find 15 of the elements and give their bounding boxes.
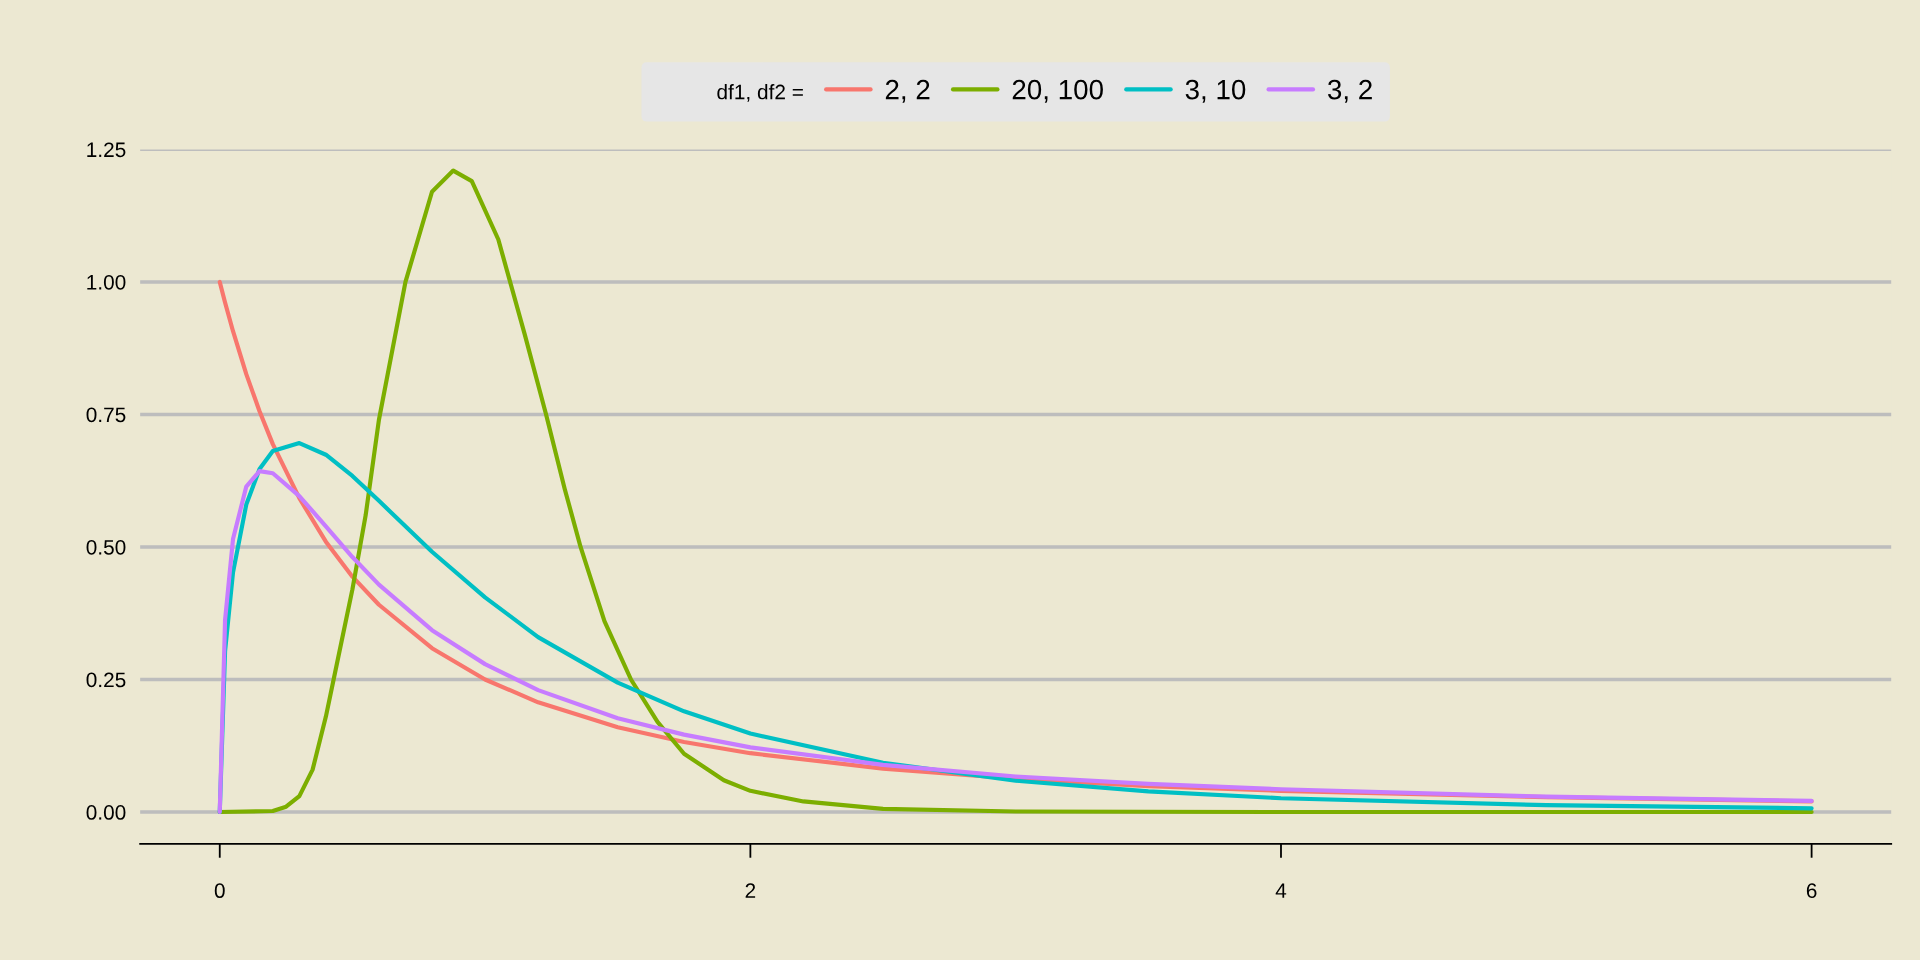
y-tick-label: 0.75 [86, 407, 126, 423]
legend-label: 3, 2 [1327, 79, 1372, 103]
y-tick-label: 0.00 [86, 805, 126, 820]
y-tick-label: 1.00 [87, 274, 126, 290]
legend-label: 2, 2 [885, 79, 930, 103]
y-tick-label: 0.25 [86, 672, 126, 688]
x-tick-label: 0 [214, 883, 225, 899]
x-tick-label: 6 [1806, 883, 1817, 899]
y-tick-label: 1.25 [87, 142, 126, 158]
y-tick-label: 0.50 [86, 539, 126, 555]
legend-label: 20, 100 [1012, 79, 1103, 103]
x-tick-label: 4 [1275, 883, 1287, 898]
legend-label: 3, 10 [1185, 79, 1246, 103]
x-tick-label: 2 [745, 883, 756, 898]
legend-title: df1, df2 = [717, 84, 803, 102]
